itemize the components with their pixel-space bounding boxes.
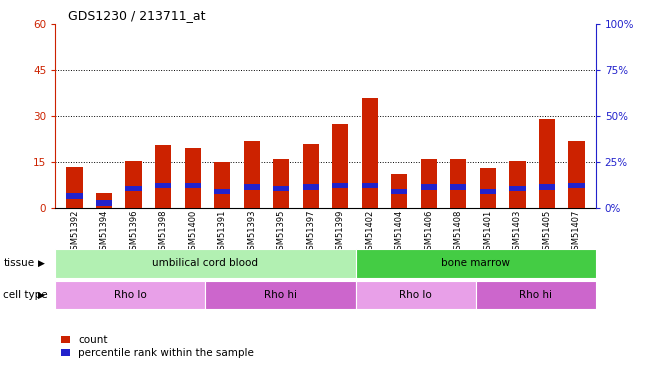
Text: cell type: cell type — [3, 290, 48, 300]
Bar — [450, 159, 467, 208]
Text: ▶: ▶ — [38, 291, 45, 300]
Bar — [96, 200, 112, 206]
Legend: count, percentile rank within the sample: count, percentile rank within the sample — [61, 335, 254, 358]
Bar — [303, 184, 319, 190]
Bar — [539, 184, 555, 190]
Text: Rho hi: Rho hi — [264, 290, 297, 300]
Bar — [539, 119, 555, 208]
Bar — [421, 159, 437, 208]
Bar — [480, 189, 496, 194]
Bar — [303, 144, 319, 208]
Bar — [155, 146, 171, 208]
Text: Rho lo: Rho lo — [399, 290, 432, 300]
Text: umbilical cord blood: umbilical cord blood — [152, 258, 258, 268]
Bar — [55, 249, 355, 278]
Bar — [126, 160, 142, 208]
Text: bone marrow: bone marrow — [441, 258, 510, 268]
Bar — [332, 124, 348, 208]
Text: ▶: ▶ — [38, 259, 45, 268]
Bar — [509, 186, 525, 191]
Bar — [126, 186, 142, 191]
Bar — [509, 160, 525, 208]
Text: GDS1230 / 213711_at: GDS1230 / 213711_at — [68, 9, 206, 22]
Bar — [214, 162, 230, 208]
Bar — [155, 183, 171, 188]
Bar — [332, 183, 348, 188]
Bar — [450, 184, 467, 190]
Bar — [206, 281, 355, 309]
Bar — [273, 186, 289, 191]
Bar — [355, 249, 596, 278]
Bar — [96, 193, 112, 208]
Bar — [362, 183, 378, 188]
Bar — [355, 281, 476, 309]
Bar — [214, 189, 230, 194]
Bar — [243, 141, 260, 208]
Bar — [66, 167, 83, 208]
Text: tissue: tissue — [3, 258, 35, 268]
Bar — [476, 281, 596, 309]
Bar — [391, 174, 408, 208]
Bar — [55, 281, 206, 309]
Bar — [568, 183, 585, 188]
Bar — [480, 168, 496, 208]
Bar — [421, 184, 437, 190]
Bar — [184, 148, 201, 208]
Bar — [66, 194, 83, 199]
Bar — [243, 184, 260, 190]
Bar — [273, 159, 289, 208]
Bar — [184, 183, 201, 188]
Bar — [391, 189, 408, 194]
Bar — [362, 98, 378, 208]
Text: Rho lo: Rho lo — [114, 290, 146, 300]
Text: Rho hi: Rho hi — [519, 290, 552, 300]
Bar — [568, 141, 585, 208]
